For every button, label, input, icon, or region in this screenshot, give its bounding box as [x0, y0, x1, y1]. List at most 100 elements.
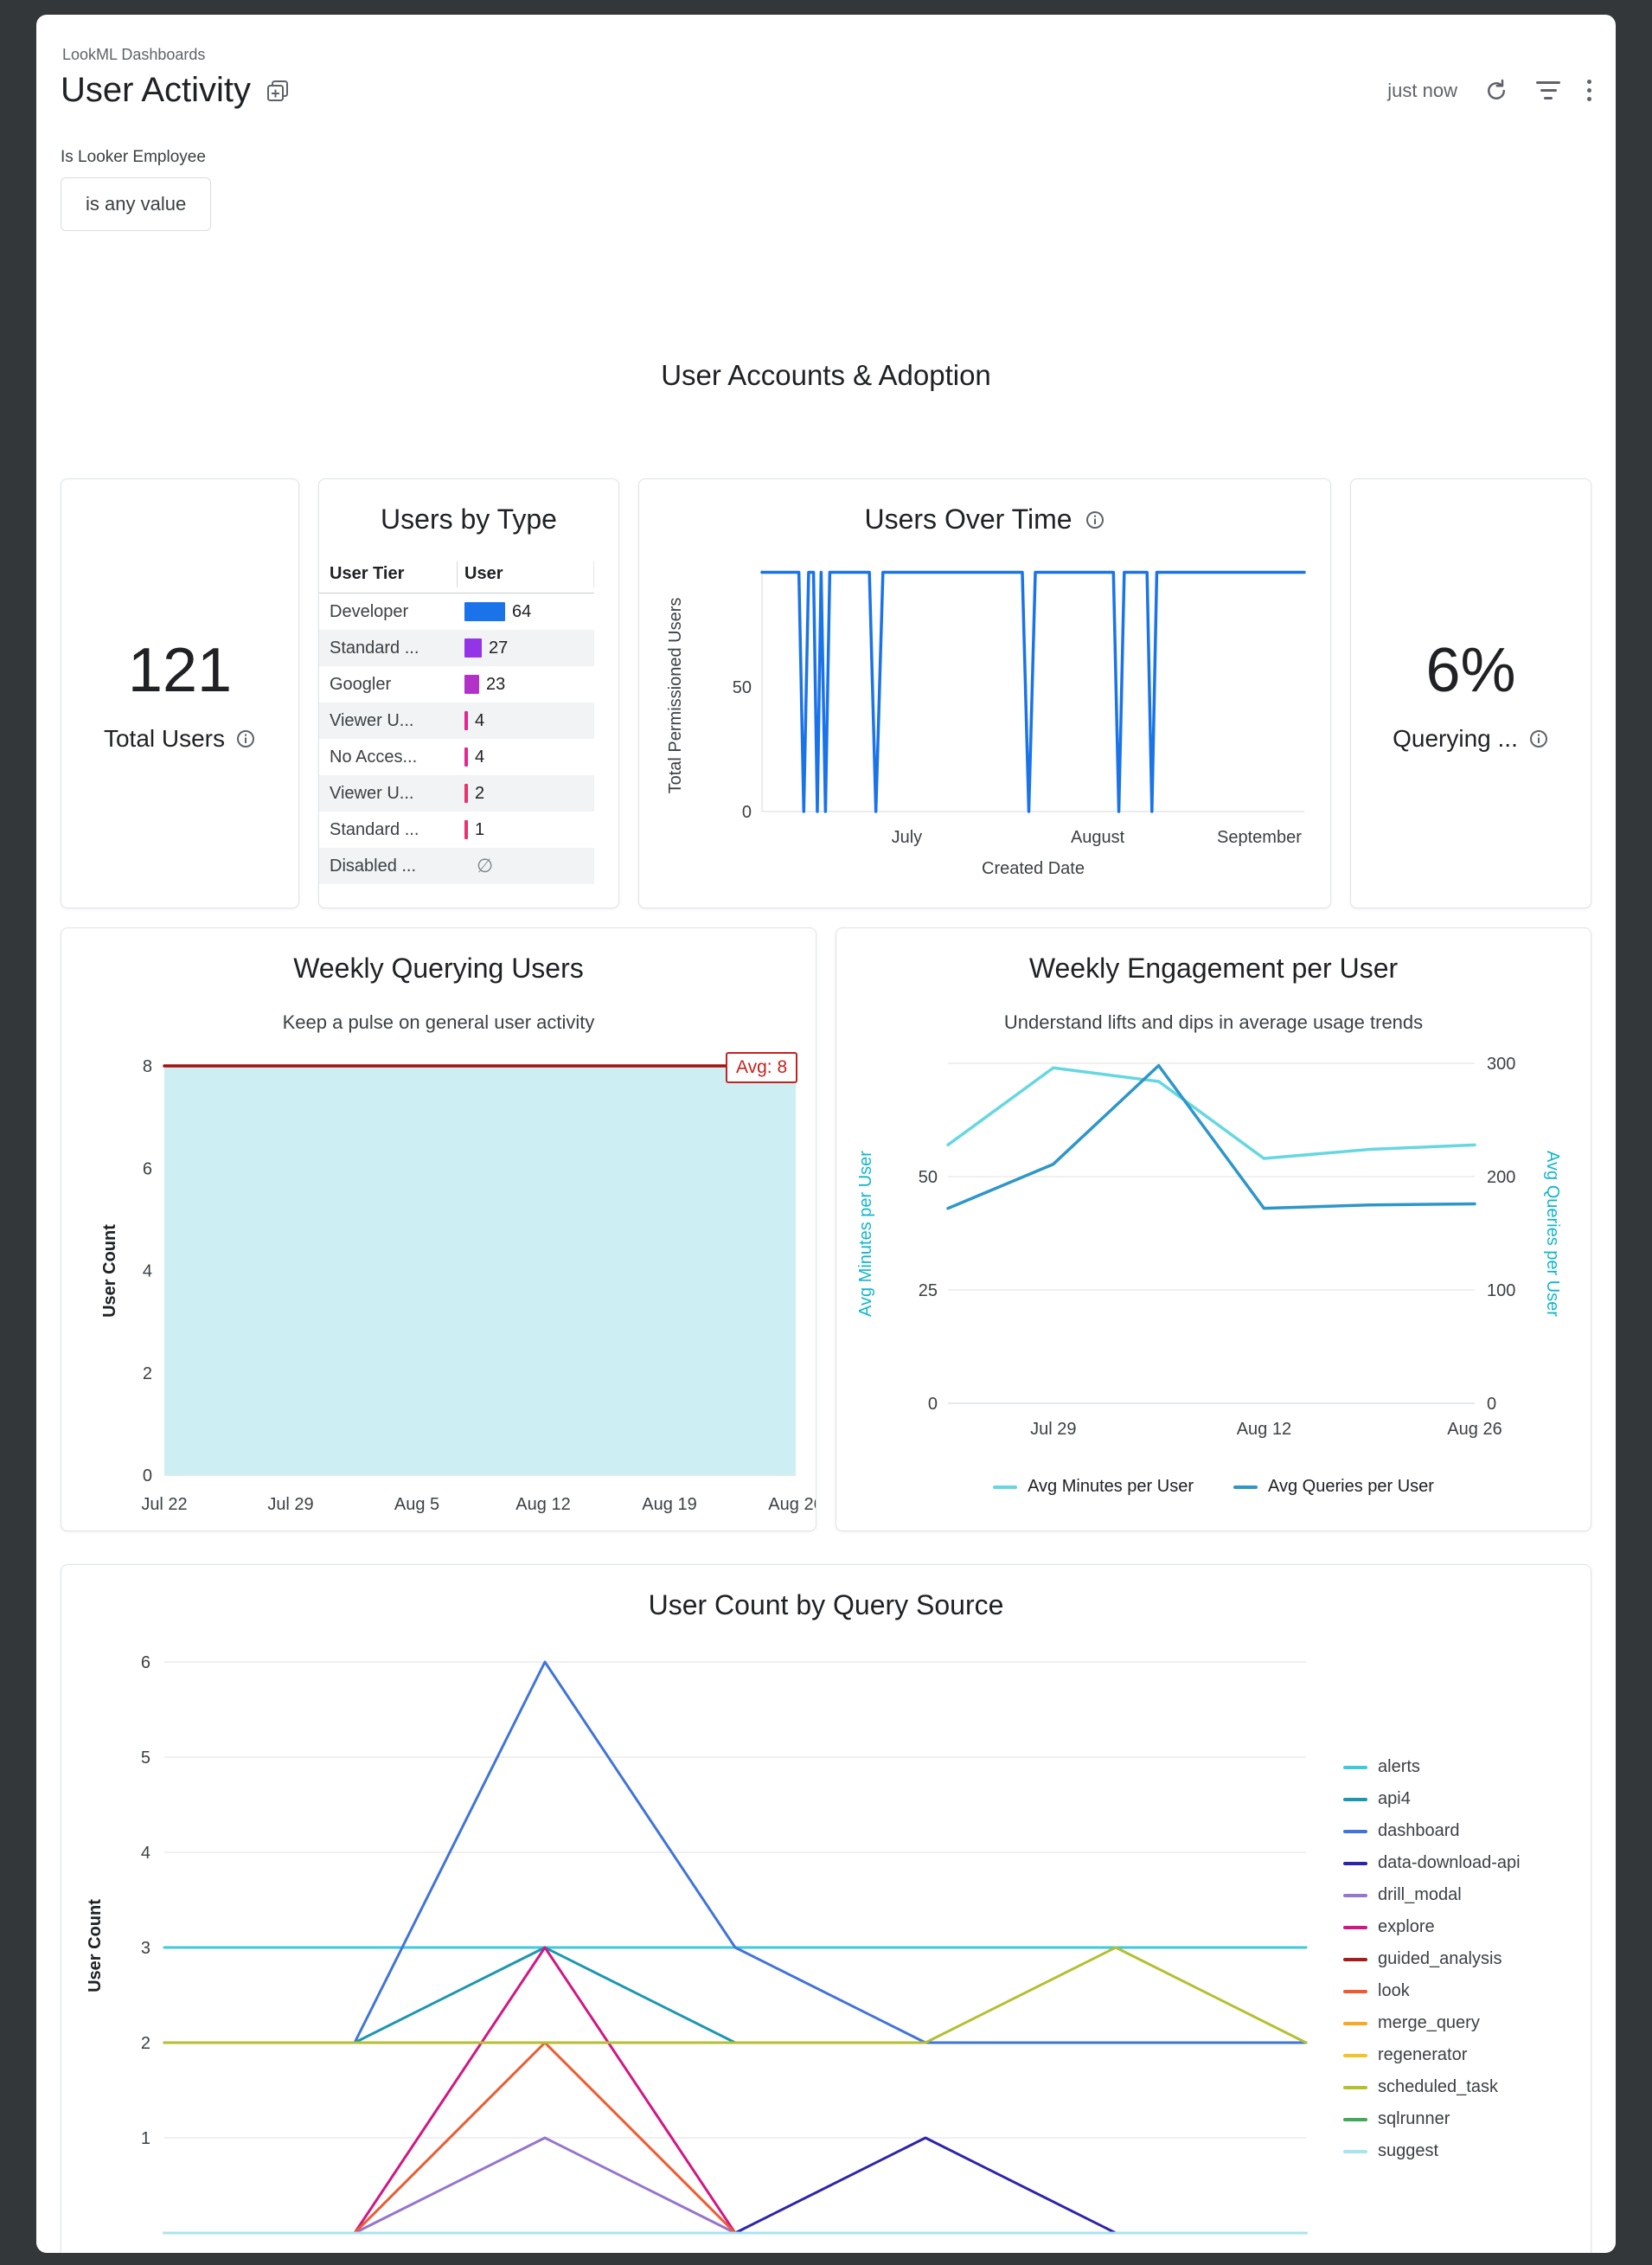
- svg-text:0: 0: [1487, 1395, 1496, 1414]
- weekly-querying-title: Weekly Querying Users: [293, 953, 584, 984]
- legend-item[interactable]: drill_modal: [1343, 1885, 1521, 1905]
- legend-item[interactable]: scheduled_task: [1343, 2077, 1521, 2097]
- svg-text:8: 8: [143, 1057, 152, 1076]
- legend-item[interactable]: api4: [1343, 1789, 1521, 1809]
- legend-swatch: [1343, 2021, 1367, 2025]
- legend-swatch: [1343, 1765, 1367, 1769]
- legend-item[interactable]: suggest: [1343, 2141, 1521, 2161]
- value-number: 23: [486, 674, 506, 694]
- svg-text:100: 100: [1487, 1281, 1515, 1300]
- value-bar[interactable]: [464, 711, 468, 730]
- svg-text:4: 4: [141, 1844, 150, 1863]
- value-bar[interactable]: [464, 638, 482, 658]
- tile-weekly-querying-users: Weekly Querying Users Keep a pulse on ge…: [61, 927, 816, 1531]
- tier-value-cell: 4: [458, 711, 594, 731]
- value-number: 27: [489, 638, 509, 658]
- svg-text:25: 25: [919, 1281, 938, 1300]
- querying-pct-label: Querying ...: [1393, 724, 1518, 752]
- legend-item[interactable]: look: [1343, 1981, 1521, 2001]
- tier-label: Standard ...: [330, 819, 419, 839]
- value-bar[interactable]: [464, 784, 468, 803]
- legend-item[interactable]: Avg Queries per User: [1233, 1477, 1434, 1497]
- table-row[interactable]: Viewer U... 2: [319, 775, 594, 812]
- tier-label: Viewer U...: [330, 783, 414, 803]
- table-row[interactable]: Developer 64: [319, 594, 594, 630]
- value-number: 4: [475, 710, 485, 730]
- query-source-chart: 1 2 3 4 5 6 User Count: [86, 1653, 1308, 2235]
- legend-item[interactable]: guided_analysis: [1343, 1949, 1521, 1969]
- svg-text:2: 2: [141, 2034, 150, 2053]
- info-icon[interactable]: [1085, 510, 1105, 530]
- legend-item[interactable]: explore: [1343, 1917, 1521, 1937]
- value-bar[interactable]: [464, 602, 505, 621]
- tier-value-cell: 1: [458, 820, 594, 840]
- table-row[interactable]: Disabled ... ∅: [319, 848, 594, 884]
- tier-value-cell: 27: [458, 638, 594, 658]
- table-row[interactable]: Googler 23: [319, 666, 594, 703]
- legend-label: sqlrunner: [1378, 2109, 1450, 2128]
- legend-swatch: [1233, 1485, 1258, 1489]
- filter-value-button[interactable]: is any value: [61, 177, 212, 231]
- legend-label: data-download-api: [1378, 1853, 1521, 1872]
- filter-list-icon[interactable]: [1535, 81, 1561, 99]
- legend-item[interactable]: regenerator: [1343, 2045, 1521, 2065]
- legend-swatch: [1343, 1861, 1367, 1865]
- tier-label: Standard ...: [330, 638, 419, 658]
- svg-text:3: 3: [141, 1939, 150, 1958]
- legend-item[interactable]: sqlrunner: [1343, 2109, 1521, 2129]
- tier-label: No Acces...: [330, 747, 418, 767]
- svg-text:Aug 26: Aug 26: [1447, 1420, 1502, 1439]
- table-row[interactable]: Viewer U... 4: [319, 703, 594, 739]
- legend-swatch: [1343, 2117, 1367, 2121]
- query-source-legend: alerts api4 dashboard data-download-api dril…: [1343, 1757, 1521, 2173]
- svg-text:Avg Queries per User: Avg Queries per User: [1543, 1151, 1562, 1317]
- legend-item[interactable]: merge_query: [1343, 2013, 1521, 2033]
- value-bar[interactable]: [464, 675, 479, 694]
- dashboard-copy-icon[interactable]: [265, 78, 291, 104]
- value-bar[interactable]: [464, 748, 468, 767]
- legend-swatch: [1343, 1829, 1367, 1833]
- header-controls: just now: [1387, 78, 1591, 104]
- svg-text:Aug 26: Aug 26: [768, 1495, 816, 1514]
- querying-pct-value: 6%: [1425, 635, 1516, 705]
- legend-label: scheduled_task: [1378, 2077, 1498, 2096]
- svg-text:September: September: [1217, 828, 1302, 847]
- svg-text:Total Permissioned Users: Total Permissioned Users: [666, 598, 685, 794]
- tile-weekly-engagement: Weekly Engagement per User Understand li…: [836, 927, 1591, 1531]
- legend-swatch: [1343, 1797, 1367, 1801]
- legend-label: merge_query: [1378, 2013, 1480, 2032]
- page-title: User Activity: [61, 71, 252, 109]
- svg-text:Created Date: Created Date: [982, 859, 1085, 878]
- legend-item[interactable]: Avg Minutes per User: [993, 1477, 1194, 1497]
- kebab-menu-icon[interactable]: [1587, 80, 1591, 101]
- table-row[interactable]: Standard ... 27: [319, 630, 594, 666]
- legend-label: regenerator: [1378, 2045, 1468, 2064]
- column-header-user[interactable]: User: [458, 561, 594, 587]
- tier-label: Viewer U...: [330, 710, 414, 730]
- svg-text:Aug 19: Aug 19: [642, 1495, 696, 1514]
- table-row[interactable]: No Acces... 4: [319, 739, 594, 775]
- info-icon[interactable]: [1528, 728, 1549, 749]
- total-users-label: Total Users: [103, 724, 226, 752]
- breadcrumb[interactable]: LookML Dashboards: [62, 46, 206, 63]
- legend-item[interactable]: data-download-api: [1343, 1853, 1521, 1873]
- table-row[interactable]: Standard ... 1: [319, 812, 594, 848]
- legend-item[interactable]: alerts: [1343, 1757, 1521, 1777]
- filter-block: Is Looker Employee is any value: [61, 148, 1591, 231]
- value-bar[interactable]: [464, 820, 468, 839]
- refresh-icon[interactable]: [1483, 78, 1509, 104]
- svg-text:Jul 22: Jul 22: [141, 1495, 187, 1514]
- svg-text:0: 0: [143, 1466, 152, 1485]
- svg-text:July: July: [892, 828, 923, 847]
- info-icon[interactable]: [235, 728, 256, 749]
- svg-text:User Count: User Count: [86, 1899, 105, 1992]
- avg-reference-badge: Avg: 8: [726, 1052, 798, 1083]
- users-by-type-table: User Tier User Developer 64 Standard ... 27…: [319, 555, 594, 884]
- legend-swatch: [1343, 1989, 1367, 1993]
- svg-text:0: 0: [742, 803, 752, 822]
- legend-label: api4: [1378, 1789, 1411, 1808]
- tile-users-over-time: Users Over Time 0 50 July August September Cr…: [638, 478, 1331, 908]
- column-header-user-tier[interactable]: User Tier: [319, 561, 458, 587]
- svg-text:50: 50: [919, 1168, 938, 1187]
- legend-item[interactable]: dashboard: [1343, 1821, 1521, 1841]
